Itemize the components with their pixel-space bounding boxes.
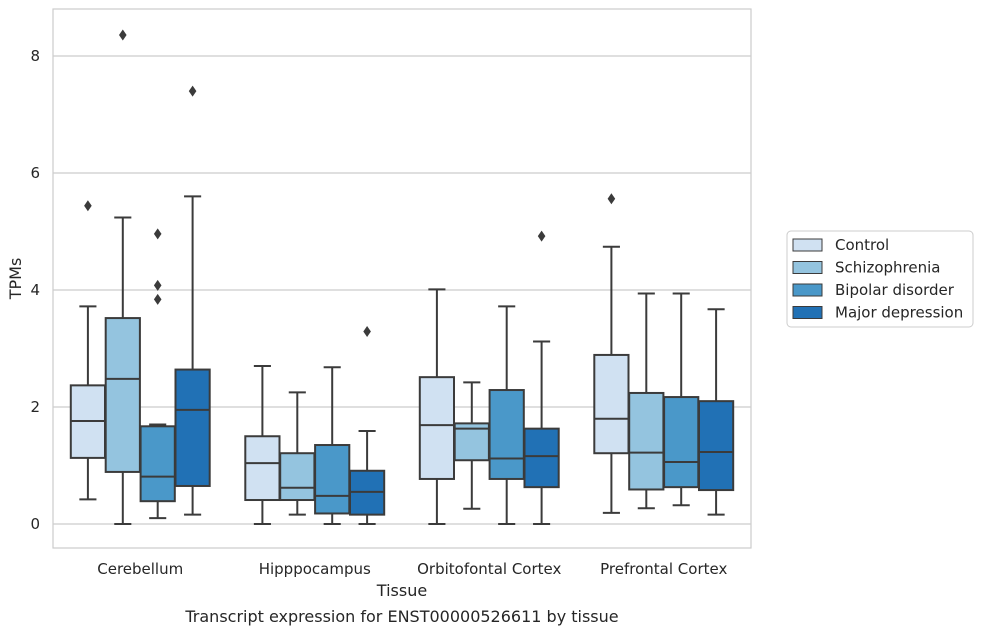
outlier-point — [153, 228, 162, 240]
box-major-depression — [523, 230, 560, 525]
box-iqr — [418, 376, 456, 480]
outlier-point — [363, 326, 371, 338]
y-axis-label: TPMs — [6, 258, 25, 301]
box-group — [593, 193, 735, 516]
box-schizophrenia — [104, 29, 141, 525]
box-bipolar-disorder — [488, 305, 525, 525]
legend-swatch — [792, 306, 823, 319]
box-iqr — [104, 317, 141, 473]
box-iqr — [279, 452, 316, 502]
box-iqr — [628, 391, 665, 491]
y-tick-label: 8 — [30, 47, 40, 65]
legend-item: Control — [792, 236, 889, 254]
box-control — [418, 288, 456, 525]
y-tick-label: 0 — [30, 515, 40, 533]
legend-label: Control — [835, 236, 889, 254]
box-iqr — [593, 353, 630, 455]
box-major-depression — [697, 308, 735, 516]
legend-label: Schizophrenia — [835, 259, 940, 277]
box-schizophrenia — [628, 292, 665, 510]
box-iqr — [663, 396, 700, 489]
legend-swatch — [792, 261, 823, 274]
legend-swatch — [792, 238, 823, 252]
box-group — [418, 230, 560, 525]
legend: Control Schizophrenia Bipolar disorder Majo… — [786, 230, 974, 328]
box-schizophrenia — [279, 391, 316, 516]
plot-frame — [52, 8, 752, 549]
legend-label: Major depression — [835, 304, 963, 322]
x-tick-labels: Cerebellum Hipppocampus Orbitofontal Corte… — [97, 560, 727, 578]
box-control — [593, 193, 630, 514]
outlier-point — [153, 279, 162, 291]
x-tick-label: Orbitofontal Cortex — [417, 560, 561, 578]
box-control — [244, 365, 281, 525]
box-major-depression — [348, 326, 386, 525]
outlier-point — [188, 85, 197, 97]
x-tick-label: Prefrontal Cortex — [600, 560, 727, 578]
box-groups — [69, 29, 735, 525]
legend-item: Schizophrenia — [792, 259, 940, 277]
box-group — [69, 29, 211, 525]
y-tick-label: 6 — [30, 164, 40, 182]
outlier-point — [537, 230, 546, 242]
legend-frame — [786, 230, 974, 328]
legend-item: Major depression — [792, 304, 963, 322]
legend-label: Bipolar disorder — [835, 281, 955, 299]
legend-swatch — [792, 283, 823, 297]
box-bipolar-disorder — [663, 292, 700, 507]
box-iqr — [314, 444, 351, 515]
box-iqr — [139, 425, 176, 503]
x-tick-label: Hipppocampus — [259, 560, 371, 578]
box-group — [244, 326, 386, 525]
box-iqr — [244, 435, 281, 502]
chart-caption: Transcript expression for ENST0000052661… — [184, 607, 618, 626]
y-tick-label: 4 — [30, 281, 40, 299]
x-tick-label: Cerebellum — [97, 560, 183, 578]
box-iqr — [697, 400, 735, 492]
y-tick-labels: 0 2 4 6 8 — [30, 47, 40, 533]
box-bipolar-disorder — [139, 228, 176, 520]
box-schizophrenia — [453, 381, 490, 510]
outlier-point — [607, 193, 616, 205]
box-major-depression — [174, 85, 211, 516]
box-iqr — [488, 389, 525, 480]
box-iqr — [174, 368, 211, 487]
outlier-point — [84, 200, 92, 212]
outlier-point — [119, 29, 127, 41]
box-iqr — [523, 427, 560, 489]
y-tick-label: 2 — [30, 398, 40, 416]
outlier-point — [153, 293, 162, 305]
box-bipolar-disorder — [314, 366, 351, 525]
box-control — [69, 200, 107, 501]
legend-item: Bipolar disorder — [792, 281, 955, 299]
x-axis-label: Tissue — [376, 581, 427, 600]
